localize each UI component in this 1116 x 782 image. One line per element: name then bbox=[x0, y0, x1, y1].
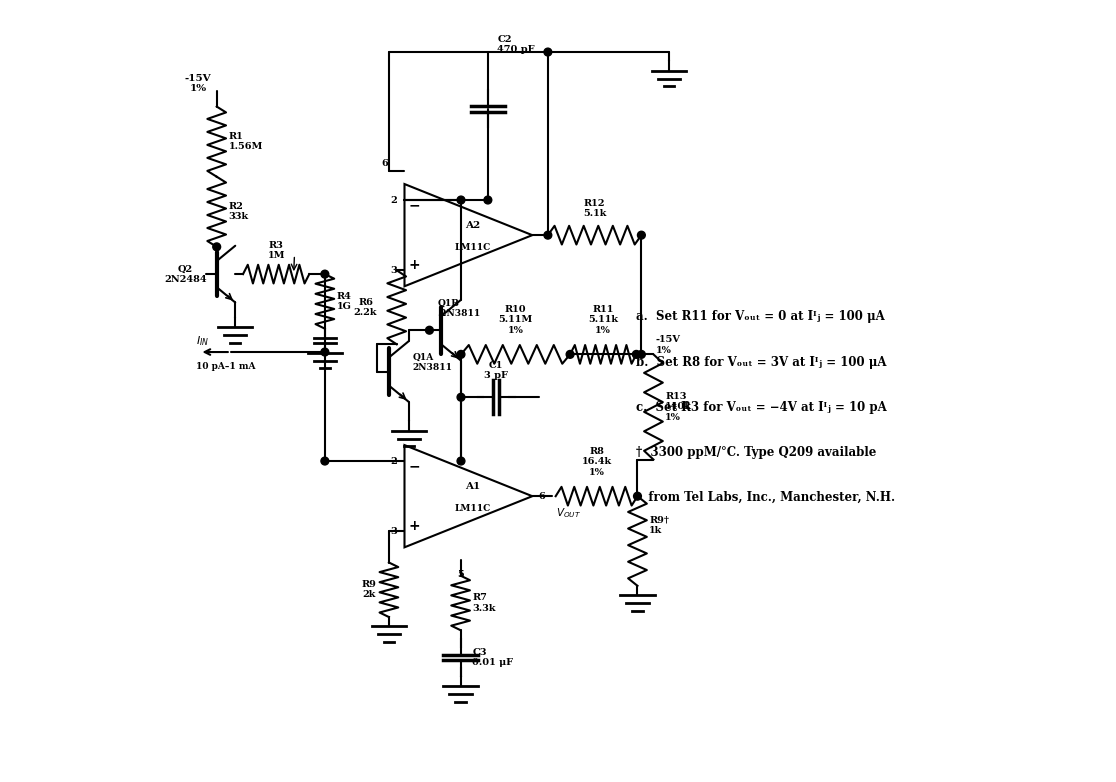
Circle shape bbox=[637, 350, 645, 358]
Text: 3: 3 bbox=[391, 527, 397, 536]
Circle shape bbox=[321, 348, 329, 356]
Circle shape bbox=[321, 271, 329, 278]
Circle shape bbox=[458, 393, 465, 401]
Circle shape bbox=[213, 243, 221, 251]
Circle shape bbox=[484, 196, 492, 204]
Text: Q2
2N2484: Q2 2N2484 bbox=[164, 264, 206, 284]
Text: $V_{OUT}$: $V_{OUT}$ bbox=[556, 507, 580, 520]
Text: -15V
1%: -15V 1% bbox=[184, 74, 211, 93]
Circle shape bbox=[458, 350, 465, 358]
Text: -15V
1%: -15V 1% bbox=[656, 335, 681, 355]
Text: R9†
1k: R9† 1k bbox=[650, 515, 670, 535]
Text: LM11C: LM11C bbox=[454, 504, 490, 513]
Circle shape bbox=[458, 457, 465, 465]
Text: 5: 5 bbox=[458, 569, 464, 579]
Text: A1: A1 bbox=[464, 482, 480, 491]
Text: a.  Set R11 for Vₒᵤₜ = 0 at Iᴵⱼ = 100 μA: a. Set R11 for Vₒᵤₜ = 0 at Iᴵⱼ = 100 μA bbox=[636, 310, 885, 324]
Text: R6
2.2k: R6 2.2k bbox=[354, 298, 377, 317]
Text: R12
5.1k: R12 5.1k bbox=[583, 199, 606, 218]
Text: +: + bbox=[408, 518, 421, 533]
Circle shape bbox=[633, 350, 641, 358]
Text: −: − bbox=[408, 460, 421, 474]
Text: $I_{IN}$: $I_{IN}$ bbox=[195, 335, 209, 348]
Circle shape bbox=[634, 493, 642, 500]
Text: C2
470 pF: C2 470 pF bbox=[498, 34, 535, 54]
Text: R8
16.4k
1%: R8 16.4k 1% bbox=[581, 447, 612, 477]
Circle shape bbox=[543, 231, 551, 239]
Text: R11
5.11k
1%: R11 5.11k 1% bbox=[588, 305, 618, 335]
Text: R4
1G: R4 1G bbox=[337, 292, 352, 311]
Text: R1
1.56M: R1 1.56M bbox=[229, 132, 262, 152]
Text: −: − bbox=[408, 199, 421, 213]
Text: R13
140k
1%: R13 140k 1% bbox=[665, 392, 692, 421]
Text: Q1A
2N3811: Q1A 2N3811 bbox=[412, 353, 452, 372]
Text: from Tel Labs, Inc., Manchester, N.H.: from Tel Labs, Inc., Manchester, N.H. bbox=[636, 491, 895, 504]
Text: b.  Set R8 for Vₒᵤₜ = 3V at Iᴵⱼ = 100 μA: b. Set R8 for Vₒᵤₜ = 3V at Iᴵⱼ = 100 μA bbox=[636, 356, 886, 368]
Text: R2
33k: R2 33k bbox=[229, 202, 249, 221]
Circle shape bbox=[458, 196, 465, 204]
Text: 3: 3 bbox=[391, 266, 397, 274]
Circle shape bbox=[321, 457, 329, 465]
Text: R9
2k: R9 2k bbox=[362, 580, 377, 600]
Text: c.  Set R3 for Vₒᵤₜ = −4V at Iᴵⱼ = 10 pA: c. Set R3 for Vₒᵤₜ = −4V at Iᴵⱼ = 10 pA bbox=[636, 401, 887, 414]
Text: R10
5.11M
1%: R10 5.11M 1% bbox=[499, 305, 532, 335]
Circle shape bbox=[566, 350, 574, 358]
Text: R3
1M: R3 1M bbox=[268, 241, 285, 260]
Text: A2: A2 bbox=[464, 221, 480, 231]
Circle shape bbox=[425, 326, 433, 334]
Text: 6: 6 bbox=[538, 492, 545, 500]
Text: †  3300 ppM/°C. Type Q209 available: † 3300 ppM/°C. Type Q209 available bbox=[636, 446, 876, 459]
Text: LM11C: LM11C bbox=[454, 243, 490, 252]
Circle shape bbox=[543, 48, 551, 56]
Text: +: + bbox=[408, 258, 421, 272]
Text: 10 pA–1 mA: 10 pA–1 mA bbox=[195, 361, 256, 371]
Text: C3
0.01 μF: C3 0.01 μF bbox=[472, 647, 513, 667]
Text: R7
3.3k: R7 3.3k bbox=[472, 594, 496, 612]
Text: 2: 2 bbox=[391, 457, 397, 465]
Text: C1
3 pF: C1 3 pF bbox=[484, 361, 508, 380]
Text: 2: 2 bbox=[391, 196, 397, 205]
Circle shape bbox=[637, 231, 645, 239]
Text: 6: 6 bbox=[382, 159, 388, 168]
Text: Q1B
.2N3811: Q1B .2N3811 bbox=[437, 299, 481, 318]
